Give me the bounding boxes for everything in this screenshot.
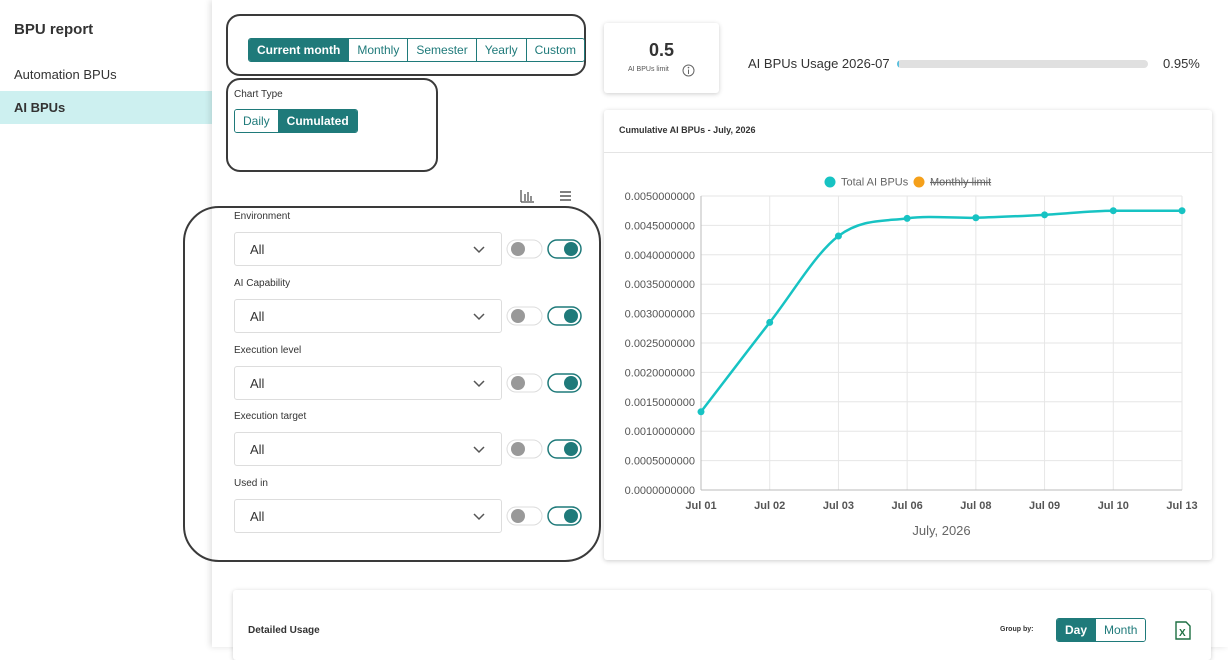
x-tick-label: Jul 06 — [892, 500, 923, 512]
data-point — [1178, 207, 1186, 215]
filter-select[interactable]: All — [234, 232, 502, 266]
chevron — [473, 446, 485, 454]
chevron — [473, 246, 485, 254]
filter-value: All — [250, 509, 265, 525]
chart-type-label: Chart Type — [234, 89, 283, 100]
highlight-box — [183, 206, 601, 562]
kpi-label: AI BPUs limit — [628, 66, 669, 73]
data-point — [1109, 207, 1117, 215]
line-chart: 0.0000000000 0.0005000000 0.0010000000 0.00… — [625, 176, 1198, 538]
legend-label: Monthly limit — [930, 177, 991, 189]
y-tick-label: 0.0005000000 — [625, 456, 695, 468]
legend-dot — [824, 176, 836, 188]
bar-chart-icon[interactable] — [520, 190, 534, 203]
toolbar-icons — [520, 190, 571, 203]
data-point — [903, 214, 911, 222]
sidebar: BPU report Automation BPUs AI BPUs — [0, 0, 212, 647]
legend-dot — [913, 176, 925, 188]
y-tick-label: 0.0015000000 — [625, 397, 695, 409]
y-tick-label: 0.0040000000 — [625, 250, 695, 262]
detailed-title: Detailed Usage — [248, 625, 320, 636]
chevron — [473, 513, 485, 521]
option-button[interactable]: Current month — [249, 39, 349, 61]
x-tick-label: Jul 03 — [823, 500, 854, 512]
filter-label: Execution level — [234, 344, 302, 356]
chart-card: Cumulative AI BPUs - July, 2026 0.000000… — [604, 110, 1212, 560]
period-selector: Current month Monthly Semester Yearly Custom — [248, 38, 585, 62]
data-point — [1041, 211, 1049, 219]
chart-type-selector: Daily Cumulated — [234, 109, 358, 133]
toggles[interactable] — [506, 372, 586, 394]
data-point — [697, 408, 705, 416]
group-selector: Day Month — [1056, 618, 1147, 642]
x-tick-label: Jul 09 — [1029, 500, 1060, 512]
series-line — [700, 209, 1182, 413]
toggles[interactable] — [506, 438, 586, 460]
x-tick-label: Jul 13 — [1166, 500, 1197, 512]
chevron — [473, 380, 485, 387]
y-tick-label: 0.0045000000 — [625, 220, 695, 232]
usage-percent: 0.95% — [1163, 56, 1200, 71]
info-icon[interactable] — [682, 64, 695, 77]
filter-select[interactable]: All — [234, 365, 502, 400]
y-tick-label: 0.0025000000 — [625, 338, 695, 350]
usage-track — [897, 60, 1148, 68]
highlight-box — [226, 78, 438, 172]
filter-select[interactable]: All — [234, 298, 502, 333]
y-tick-label: 0.0035000000 — [625, 279, 695, 291]
chevron — [473, 313, 485, 320]
sidebar-title: BPU report — [14, 21, 94, 38]
x-tick-label: Jul 10 — [1098, 500, 1129, 512]
filter-value: All — [250, 375, 265, 391]
option-button[interactable]: Semester — [407, 39, 476, 61]
filter-label: AI Capability — [234, 277, 291, 289]
option-button[interactable]: Monthly — [348, 39, 408, 61]
filter-value: All — [250, 242, 265, 257]
option-button[interactable]: Day — [1057, 619, 1096, 641]
filter-label: Environment — [234, 211, 291, 222]
legend-label: Total AI BPUs — [841, 177, 909, 189]
y-tick-label: 0.0020000000 — [625, 367, 695, 379]
excel-icon[interactable]: X — [1175, 621, 1191, 640]
svg-text:X: X — [1179, 628, 1186, 639]
option-button[interactable]: Month — [1095, 619, 1146, 641]
y-tick-label: 0.0000000000 — [625, 485, 695, 497]
option-button[interactable]: Yearly — [475, 39, 526, 61]
sidebar-item[interactable]: AI BPUs — [0, 91, 212, 124]
sidebar-item[interactable]: Automation BPUs — [14, 67, 117, 82]
filter-select[interactable]: All — [234, 499, 502, 534]
option-button[interactable]: Custom — [525, 39, 584, 61]
highlight-box — [226, 14, 586, 76]
filter-value: All — [250, 442, 265, 458]
data-point — [972, 214, 980, 222]
x-tick-label: Jul 02 — [754, 500, 785, 512]
filter-value: All — [250, 308, 265, 324]
option-button[interactable]: Cumulated — [277, 110, 357, 132]
data-point — [834, 232, 842, 240]
x-tick-label: Jul 08 — [960, 500, 991, 512]
group-label: Group by: — [1000, 626, 1034, 633]
y-tick-label: 0.0050000000 — [625, 191, 695, 203]
option-button[interactable]: Daily — [235, 110, 278, 132]
y-tick-label: 0.0010000000 — [625, 426, 695, 438]
usage-fill — [897, 60, 900, 68]
y-tick-label: 0.0030000000 — [625, 309, 695, 321]
filter-select[interactable]: All — [234, 432, 502, 467]
toggles[interactable] — [506, 305, 586, 327]
filter-label: Execution target — [234, 411, 307, 423]
chart-title: Cumulative AI BPUs - July, 2026 — [619, 125, 756, 135]
x-axis-label: July, 2026 — [912, 523, 970, 538]
detailed-card: Detailed Usage Group by: Day Month X — [233, 590, 1211, 660]
x-tick-label: Jul 01 — [685, 500, 716, 512]
toggles[interactable] — [506, 238, 586, 260]
kpi-card: 0.5 AI BPUs limit — [604, 23, 719, 93]
filter-label: Used in — [234, 478, 268, 490]
menu-icon[interactable] — [560, 191, 571, 201]
usage-label: AI BPUs Usage 2026-07 — [748, 56, 890, 71]
data-point — [766, 318, 774, 326]
kpi-value: 0.5 — [648, 40, 675, 60]
divider — [604, 152, 1212, 153]
toggles[interactable] — [506, 505, 586, 527]
